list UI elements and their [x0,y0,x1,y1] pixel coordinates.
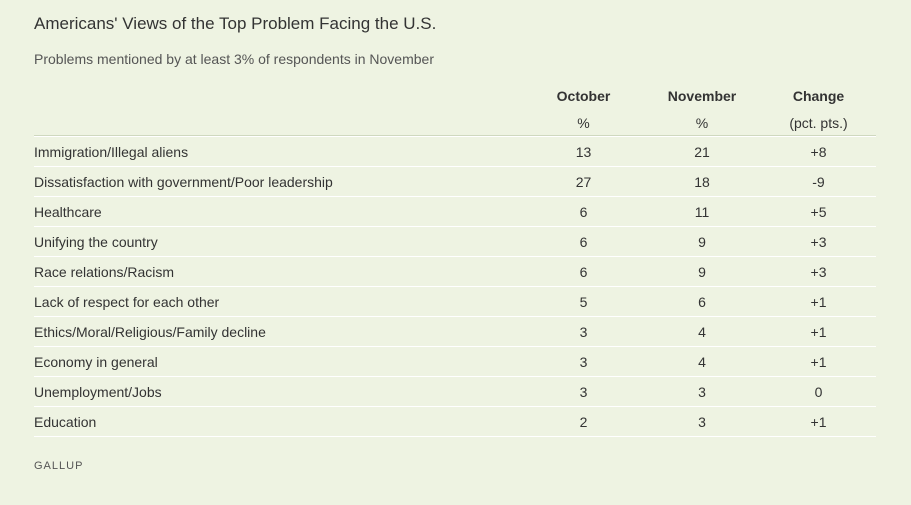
table-row: Unifying the country 6 9 +3 [34,226,876,257]
change-cell: +1 [761,346,876,377]
october-cell: 6 [524,196,643,227]
chart-title: Americans' Views of the Top Problem Faci… [34,14,437,33]
problem-cell: Healthcare [34,196,524,227]
november-cell: 9 [643,256,761,287]
table-row: Dissatisfaction with government/Poor lea… [34,166,876,197]
header-change: Change [792,88,845,104]
october-cell: 3 [524,346,643,377]
change-cell: +1 [761,406,876,437]
problem-cell: Race relations/Racism [34,256,524,287]
unit-change: (pct. pts.) [761,110,876,137]
chart-subtitle: Problems mentioned by at least 3% of res… [34,51,434,67]
table-row: Immigration/Illegal aliens 13 21 +8 [34,136,876,167]
problem-cell: Unemployment/Jobs [34,376,524,407]
problem-cell: Ethics/Moral/Religious/Family decline [34,316,524,347]
change-cell: -9 [761,166,876,197]
table-row: Lack of respect for each other 5 6 +1 [34,286,876,317]
problem-cell: Education [34,406,524,437]
october-cell: 6 [524,256,643,287]
change-cell: 0 [761,376,876,407]
change-cell: +5 [761,196,876,227]
table-row: Unemployment/Jobs 3 3 0 [34,376,876,407]
header-november: November [667,88,737,104]
change-cell: +3 [761,256,876,287]
october-cell: 3 [524,316,643,347]
table-body: Immigration/Illegal aliens 13 21 +8 Dissatis… [34,136,876,437]
header-row: October November Change [34,82,876,110]
november-cell: 4 [643,346,761,377]
problem-cell: Economy in general [34,346,524,377]
november-cell: 21 [643,136,761,167]
problems-table: October November Change % % (pct. pts.) … [34,82,876,437]
october-cell: 13 [524,136,643,167]
problem-cell: Lack of respect for each other [34,286,524,317]
october-cell: 5 [524,286,643,317]
change-cell: +8 [761,136,876,167]
unit-november: % [643,110,761,137]
problem-cell: Dissatisfaction with government/Poor lea… [34,166,524,197]
change-cell: +1 [761,286,876,317]
table-row: Ethics/Moral/Religious/Family decline 3 4 +… [34,316,876,347]
table-row: Education 2 3 +1 [34,406,876,437]
source-label: GALLUP [34,460,84,472]
november-cell: 4 [643,316,761,347]
units-row: % % (pct. pts.) [34,110,876,137]
change-cell: +1 [761,316,876,347]
october-cell: 27 [524,166,643,197]
table-row: Economy in general 3 4 +1 [34,346,876,377]
november-cell: 3 [643,376,761,407]
october-cell: 2 [524,406,643,437]
october-cell: 3 [524,376,643,407]
table-row: Race relations/Racism 6 9 +3 [34,256,876,287]
november-cell: 18 [643,166,761,197]
october-cell: 6 [524,226,643,257]
november-cell: 6 [643,286,761,317]
november-cell: 9 [643,226,761,257]
unit-october: % [524,110,643,137]
problem-cell: Immigration/Illegal aliens [34,136,524,167]
table-row: Healthcare 6 11 +5 [34,196,876,227]
unit-problem [34,110,524,137]
header-problem [34,82,524,110]
header-october: October [556,88,611,104]
problem-cell: Unifying the country [34,226,524,257]
november-cell: 3 [643,406,761,437]
november-cell: 11 [643,196,761,227]
change-cell: +3 [761,226,876,257]
